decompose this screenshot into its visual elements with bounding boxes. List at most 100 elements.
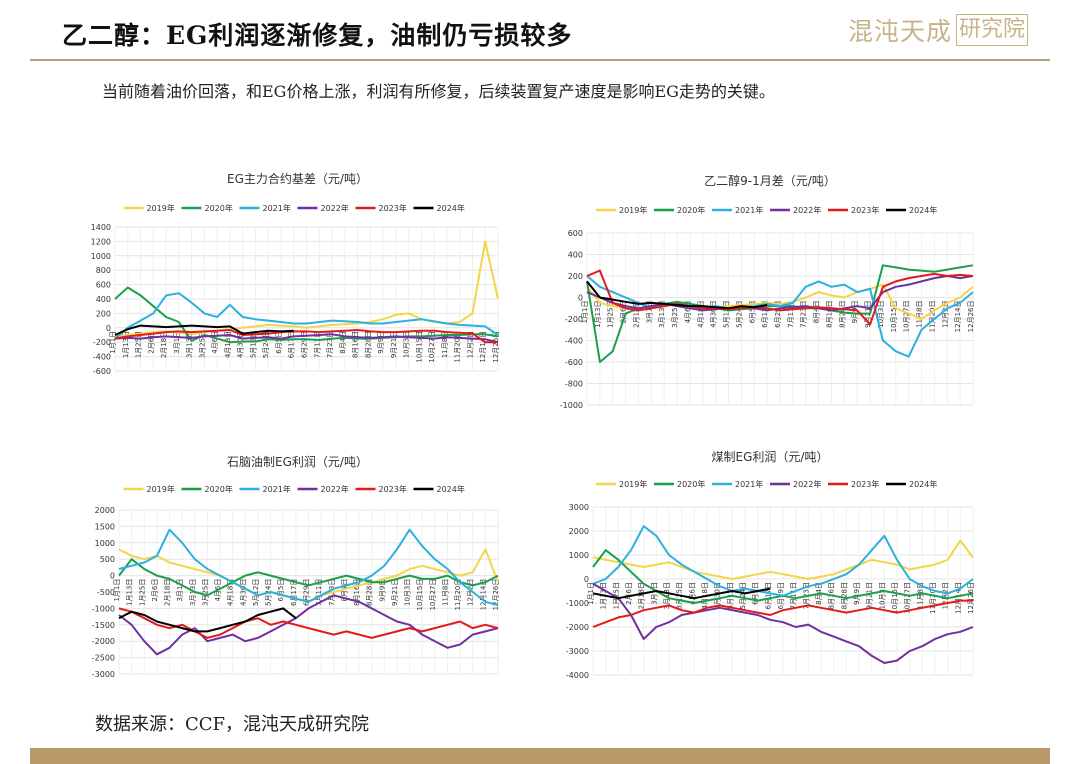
x-tick-label: 4月6日	[688, 582, 696, 605]
x-tick-label: 5月12日	[252, 579, 260, 606]
x-tick-label: 5月24日	[735, 301, 743, 328]
y-tick-label: 2000	[95, 506, 115, 515]
x-tick-label: 3月25日	[198, 331, 206, 358]
y-tick-label: 200	[568, 272, 583, 281]
x-tick-label: 12月2日	[466, 331, 474, 358]
series-line	[592, 587, 771, 600]
legend-label: 2024年	[909, 479, 937, 489]
x-tick-label: 8月28日	[366, 579, 374, 606]
x-tick-label: 12月2日	[942, 582, 950, 609]
chart-coal-eg-profit: 煤制EG利润（元/吨） 2019年 2020年 2021年 2022年 2023年 2024…	[566, 450, 975, 680]
legend-label: 2023年	[379, 484, 407, 494]
x-tick-label: 10月27日	[903, 301, 911, 333]
y-tick-label: 0	[106, 324, 111, 333]
x-tick-label: 3月13日	[189, 579, 197, 606]
x-tick-label: 3月13日	[186, 331, 194, 358]
x-tick-label: 8月16日	[352, 331, 360, 358]
x-tick-label: 8月16日	[825, 301, 833, 328]
x-tick-label: 8月28日	[838, 301, 846, 328]
legend-label: 2024年	[909, 205, 937, 215]
y-tick-label: -600	[565, 358, 583, 367]
x-tick-label: 3月13日	[658, 301, 666, 328]
chart-naphtha-eg-profit: 石脑油制EG利润（元/吨） 2019年 2020年 2021年 2022年 2023年 20…	[92, 455, 500, 679]
legend-label: 2023年	[851, 479, 879, 489]
series-line	[118, 594, 499, 656]
x-tick-label: 3月1日	[173, 331, 181, 354]
y-tick-label: 1200	[91, 237, 111, 246]
x-tick-label: 11月20日	[929, 582, 937, 614]
x-tick-label: 6月17日	[764, 582, 772, 609]
logo: 混沌天成 研究院	[848, 12, 1028, 48]
series-line	[114, 333, 499, 344]
legend-label: 2024年	[437, 203, 465, 213]
legend-label: 2019年	[619, 479, 647, 489]
x-tick-label: 1月1日	[109, 331, 117, 354]
x-tick-label: 7月23日	[326, 331, 334, 358]
x-tick-label: 8月4日	[813, 301, 821, 324]
x-tick-label: 9月9日	[851, 301, 859, 324]
y-tick-label: 0	[110, 572, 115, 581]
legend-label: 2019年	[147, 203, 175, 213]
legend-label: 2021年	[735, 479, 763, 489]
x-tick-label: 3月1日	[645, 301, 653, 324]
series-line	[118, 607, 499, 639]
x-tick-label: 6月29日	[774, 301, 782, 328]
series-line	[114, 329, 498, 344]
x-tick-label: 4月30日	[714, 582, 722, 609]
legend-label: 2023年	[379, 203, 407, 213]
x-tick-label: 7月11日	[787, 301, 795, 328]
legend-label: 2021年	[735, 205, 763, 215]
x-tick-label: 3月13日	[663, 582, 671, 609]
x-tick-label: 4月18日	[697, 301, 705, 328]
x-tick-label: 1月1日	[587, 582, 595, 605]
legend-label: 2020年	[205, 484, 233, 494]
x-tick-label: 6月5日	[752, 582, 760, 605]
x-tick-label: 4月30日	[710, 301, 718, 328]
x-tick-label: 10月3日	[403, 331, 411, 358]
x-tick-label: 12月14日	[479, 331, 487, 363]
legend-label: 2022年	[321, 484, 349, 494]
x-tick-label: 2月18日	[160, 331, 168, 358]
x-tick-label: 12月26日	[492, 579, 500, 611]
x-tick-label: 1月25日	[607, 301, 615, 328]
x-tick-label: 1月25日	[612, 582, 620, 609]
series-line	[592, 599, 973, 628]
x-tick-label: 1月25日	[138, 579, 146, 606]
x-tick-label: 8月4日	[339, 331, 347, 354]
x-tick-label: 9月21日	[390, 331, 398, 358]
x-tick-label: 7月23日	[800, 301, 808, 328]
y-tick-label: 800	[96, 266, 111, 275]
page-title: 乙二醇：EG利润逐渐修复，油制仍亏损较多	[62, 21, 573, 50]
x-tick-label: 1月13日	[122, 331, 130, 358]
legend-label: 2019年	[147, 484, 175, 494]
y-tick-label: -500	[97, 588, 115, 597]
x-tick-label: 12月26日	[967, 301, 975, 333]
y-tick-label: 0	[584, 575, 589, 584]
x-tick-label: 2月6日	[151, 579, 159, 602]
x-tick-label: 5月12日	[723, 301, 731, 328]
x-tick-label: 4月30日	[239, 579, 247, 606]
x-tick-label: 10月15日	[416, 579, 424, 611]
x-tick-label: 6月17日	[288, 331, 296, 358]
y-tick-label: 1000	[91, 252, 111, 261]
x-tick-label: 12月26日	[967, 582, 975, 614]
x-tick-label: 2月6日	[147, 331, 155, 354]
x-tick-label: 4月18日	[227, 579, 235, 606]
series-line	[118, 528, 499, 607]
subtitle: 当前随着油价回落，和EG价格上涨，利润有所修复，后续装置复产速度是影响EG走势的…	[102, 82, 775, 101]
x-tick-label: 5月24日	[262, 331, 270, 358]
y-tick-label: -1000	[560, 401, 583, 410]
legend-label: 2024年	[437, 484, 465, 494]
legend-label: 2022年	[793, 479, 821, 489]
x-tick-label: 12月14日	[954, 582, 962, 614]
series-line	[118, 607, 297, 633]
chart-title: EG主力合约基差（元/吨）	[227, 171, 368, 186]
series-line	[114, 292, 499, 340]
x-tick-label: 10月3日	[877, 301, 885, 328]
series-line	[118, 558, 499, 597]
legend-label: 2020年	[205, 203, 233, 213]
y-tick-label: 1000	[95, 539, 115, 548]
x-tick-label: 11月8日	[916, 582, 924, 609]
x-tick-label: 2月18日	[164, 579, 172, 606]
x-tick-label: 11月8日	[916, 301, 924, 328]
